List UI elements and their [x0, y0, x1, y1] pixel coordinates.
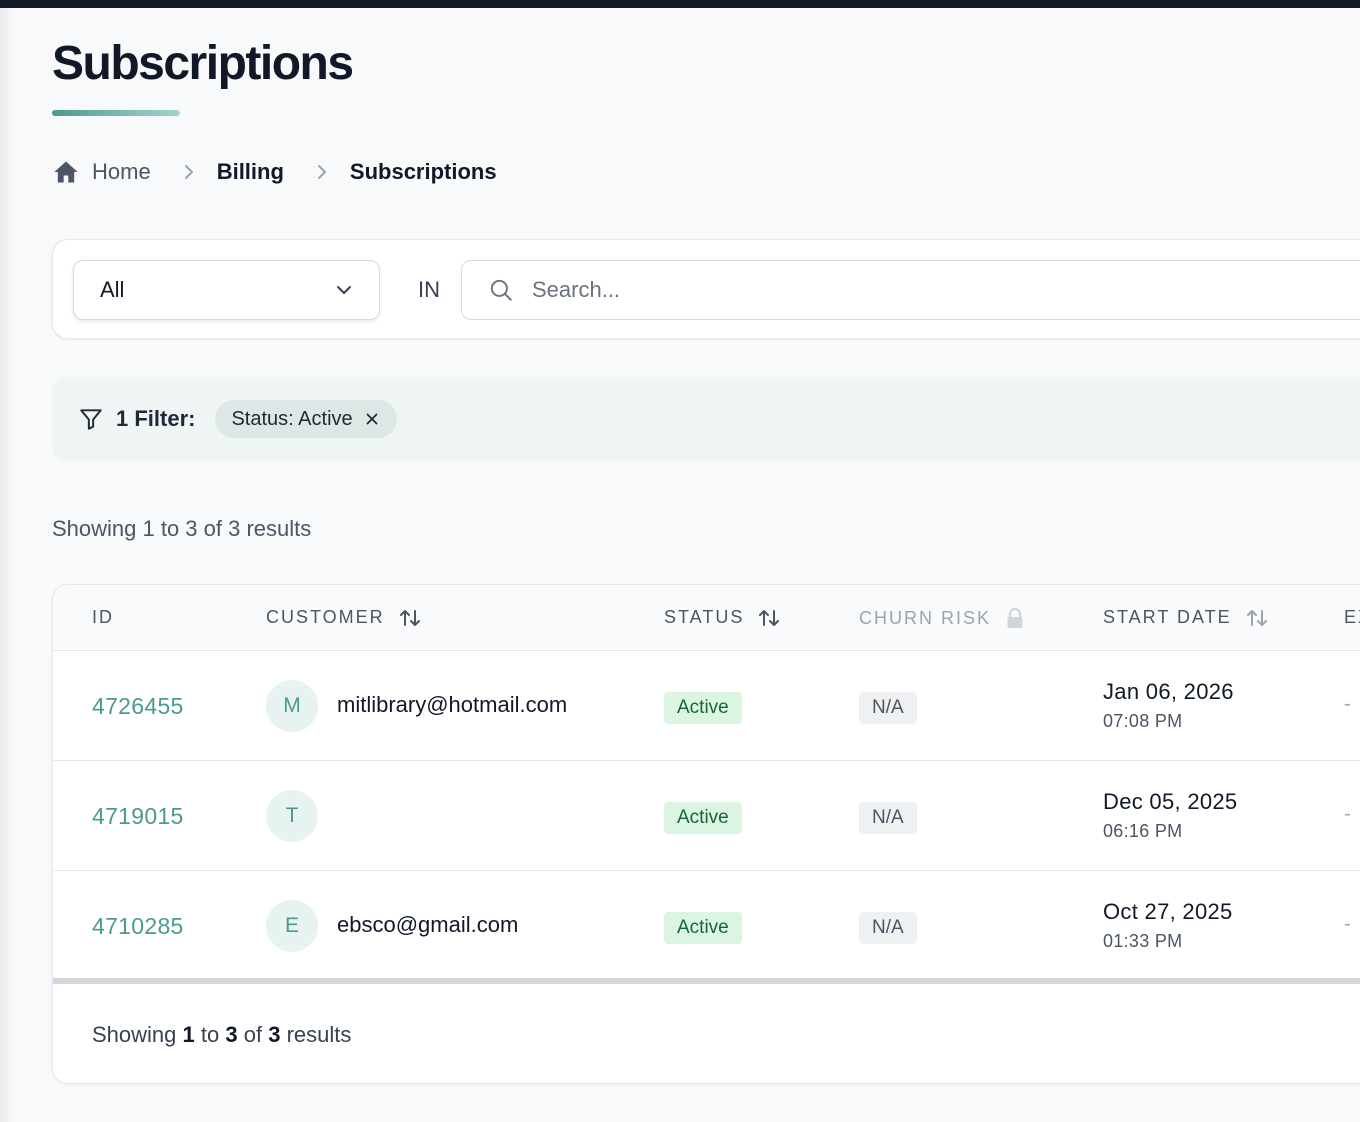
- column-start-date-label: START DATE: [1103, 607, 1232, 627]
- avatar: M: [266, 680, 318, 732]
- sort-icon[interactable]: [758, 608, 780, 628]
- column-header-customer[interactable]: CUSTOMER: [266, 607, 421, 628]
- summary-from: 1: [182, 1022, 195, 1047]
- next-column-value: -: [1344, 693, 1351, 715]
- page-title: Subscriptions: [52, 37, 354, 90]
- start-time: 07:08 PM: [1103, 711, 1183, 731]
- filter-chip-label: Status: Active: [231, 407, 353, 430]
- chevron-right-icon: [183, 164, 195, 180]
- table-row[interactable]: 4710285 E ebsco@gmail.com Active N/A Oct…: [53, 871, 1360, 981]
- avatar: E: [266, 900, 318, 952]
- search-scope-value: All: [100, 277, 125, 302]
- results-summary: Showing 1 to 3 of 3 results: [52, 516, 312, 541]
- search-input[interactable]: [532, 277, 1232, 303]
- summary-of-word: of: [243, 1022, 263, 1047]
- filter-count-label: 1 Filter:: [116, 406, 196, 431]
- horizontal-scrollbar[interactable]: [53, 978, 1360, 984]
- column-header-next[interactable]: EX: [1344, 607, 1360, 628]
- breadcrumb-current: Subscriptions: [349, 159, 497, 184]
- column-churn-risk-label: CHURN RISK: [859, 607, 992, 628]
- chevron-right-icon: [316, 164, 328, 180]
- start-date: Dec 05, 2025: [1103, 789, 1238, 814]
- close-icon[interactable]: [365, 412, 379, 426]
- summary-prefix: Showing: [92, 1022, 177, 1047]
- column-next-label: EX: [1344, 607, 1360, 627]
- chevron-down-icon: [337, 286, 351, 294]
- summary-total: 3: [268, 1022, 281, 1047]
- subscription-id-link[interactable]: 4719015: [92, 803, 184, 829]
- column-header-start-date[interactable]: START DATE: [1103, 607, 1268, 628]
- title-underline: [52, 110, 180, 116]
- top-bar: [0, 0, 1360, 8]
- column-header-status[interactable]: STATUS: [664, 607, 780, 628]
- subscription-id-link[interactable]: 4710285: [92, 913, 184, 939]
- lock-icon: [1007, 607, 1023, 628]
- customer-email: ebsco@gmail.com: [337, 912, 519, 937]
- sort-icon[interactable]: [1246, 608, 1268, 628]
- summary-to-word: to: [200, 1022, 220, 1047]
- table-results-summary: Showing 1 to 3 of 3 results: [92, 1022, 351, 1048]
- status-badge: Active: [664, 912, 742, 944]
- filter-icon: [80, 409, 102, 430]
- column-header-churn-risk: CHURN RISK: [859, 607, 1025, 629]
- subscriptions-table: ID CUSTOMER STATUS CHURN RISK START DATE: [52, 584, 1360, 1084]
- active-filters-bar: 1 Filter: Status: Active: [52, 377, 1360, 461]
- subscription-id-link[interactable]: 4726455: [92, 693, 184, 719]
- churn-risk-badge: N/A: [859, 802, 917, 834]
- column-status-label: STATUS: [664, 607, 745, 627]
- start-date: Oct 27, 2025: [1103, 899, 1233, 924]
- column-header-id: ID: [92, 607, 114, 628]
- summary-to: 3: [225, 1022, 238, 1047]
- breadcrumb-home[interactable]: Home: [52, 158, 151, 186]
- next-column-value: -: [1344, 913, 1351, 935]
- search-box[interactable]: [461, 260, 1360, 320]
- status-badge: Active: [664, 802, 742, 834]
- start-date: Jan 06, 2026: [1103, 679, 1234, 704]
- next-column-value: -: [1344, 803, 1351, 825]
- search-icon: [490, 279, 512, 301]
- summary-suffix: results: [286, 1022, 352, 1047]
- search-panel: All IN: [52, 239, 1360, 339]
- table-header: ID CUSTOMER STATUS CHURN RISK START DATE: [53, 585, 1360, 651]
- customer-email: mitlibrary@hotmail.com: [337, 692, 568, 717]
- breadcrumb-home-label: Home: [92, 159, 151, 184]
- column-id-label: ID: [92, 607, 114, 627]
- filter-chip: Status: Active: [215, 400, 397, 438]
- table-row[interactable]: 4726455 M mitlibrary@hotmail.com Active …: [53, 651, 1360, 761]
- avatar: T: [266, 790, 318, 842]
- column-customer-label: CUSTOMER: [266, 607, 385, 627]
- status-badge: Active: [664, 692, 742, 724]
- churn-risk-badge: N/A: [859, 692, 917, 724]
- search-in-label: IN: [418, 277, 440, 302]
- home-icon: [54, 161, 78, 183]
- table-row[interactable]: 4719015 T Active N/A Dec 05, 2025 06:16 …: [53, 761, 1360, 871]
- search-scope-select[interactable]: All: [73, 260, 380, 320]
- breadcrumb-billing[interactable]: Billing: [216, 159, 284, 184]
- sort-icon[interactable]: [399, 608, 421, 628]
- start-time: 01:33 PM: [1103, 931, 1183, 951]
- start-time: 06:16 PM: [1103, 821, 1183, 841]
- breadcrumb: Home Billing Subscriptions: [52, 156, 497, 188]
- left-edge-shadow: [0, 8, 14, 1122]
- churn-risk-badge: N/A: [859, 912, 917, 944]
